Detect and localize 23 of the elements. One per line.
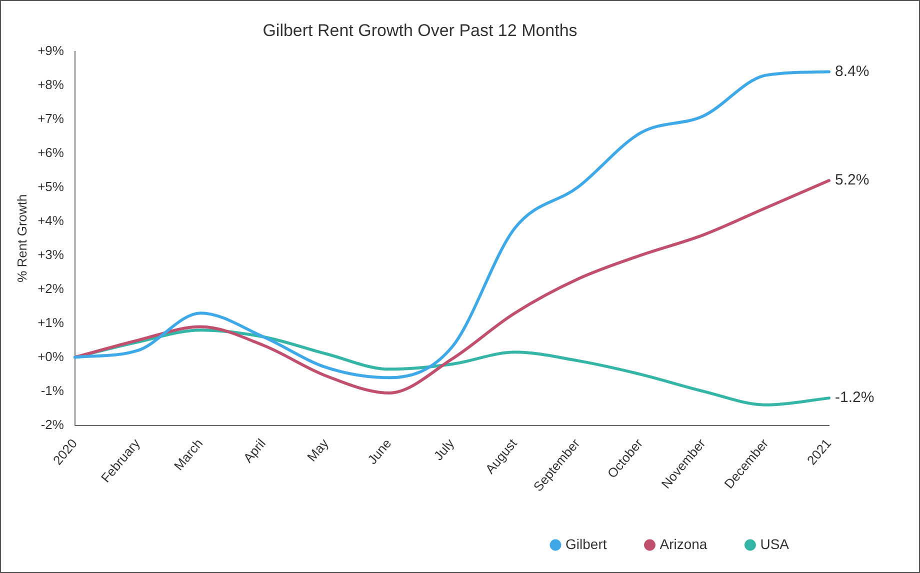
y-tick-label: +3% [38,246,64,262]
x-tick-label: July [430,435,458,464]
y-tick-label: +6% [38,144,64,160]
line-series [73,70,830,380]
y-tick-label: +2% [38,280,64,296]
y-tick-label: +4% [38,212,64,228]
y-tick-label: +8% [38,76,64,92]
chart-title: Gilbert Rent Growth Over Past 12 Months [262,20,578,40]
legend-label: Arizona [660,536,708,552]
y-tick-label: +7% [38,110,64,126]
annotation: 8.4% [835,62,870,80]
y-tick-label: +0% [38,348,64,364]
y-tick-label: -1% [40,382,64,398]
y-tick-label: -2% [40,416,64,432]
y-tick-label: +1% [38,314,64,330]
line-series [73,179,830,394]
annotation: 5.2% [835,172,870,189]
annotation: -1.2% [835,389,874,406]
y-axis-title: % Rent Growth [14,194,30,282]
y-tick-label: +5% [38,178,64,194]
legend-label: USA [760,536,790,552]
y-tick-label: +9% [38,42,64,58]
legend-label: Gilbert [566,536,607,552]
